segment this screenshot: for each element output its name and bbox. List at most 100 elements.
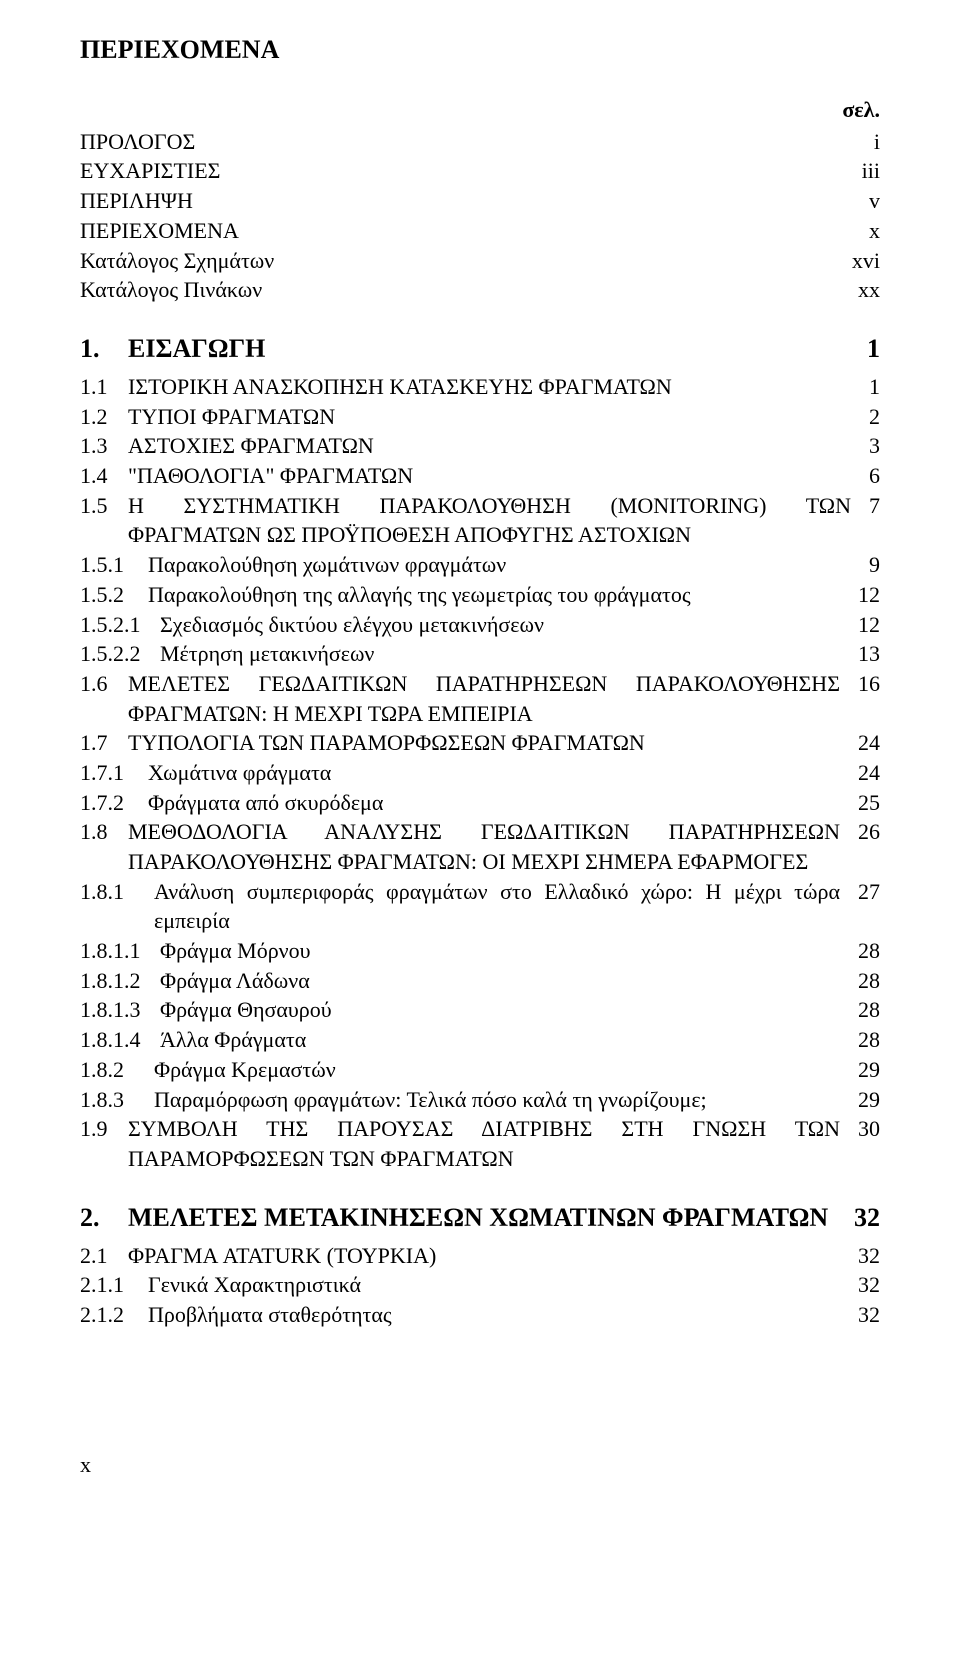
toc-row: 1.5.1Παρακολούθηση χωμάτινων φραγμάτων9 <box>80 550 880 580</box>
toc-text: Παρακολούθηση της αλλαγής της γεωμετρίας… <box>148 580 840 610</box>
toc-number: 1.8.2 <box>80 1055 154 1085</box>
toc-text: ΤΥΠΟΙ ΦΡΑΓΜΑΤΩΝ <box>128 402 851 432</box>
toc-number: 1.9 <box>80 1114 128 1173</box>
toc-text: ΠΡΟΛΟΓΟΣ <box>80 127 856 157</box>
page-column-label: σελ. <box>842 95 880 125</box>
toc-text: ΠΕΡΙΕΧΟΜΕΝΑ <box>80 216 851 246</box>
toc-number: 2.1.2 <box>80 1300 148 1330</box>
toc-number: 1.5.2 <box>80 580 148 610</box>
toc-text: Φράγματα από σκυρόδεμα <box>148 788 840 818</box>
toc-text: ΜΕΛΕΤΕΣ ΓΕΩΔΑΙΤΙΚΩΝ ΠΑΡΑΤΗΡΗΣΕΩΝ ΠΑΡΑΚΟΛ… <box>128 669 840 728</box>
toc-page: xx <box>840 275 880 305</box>
toc-number: 1.7.2 <box>80 788 148 818</box>
toc-number: 1.8 <box>80 817 128 876</box>
toc-number: 1.5 <box>80 491 128 550</box>
toc-row: 2.1.1Γενικά Χαρακτηριστικά32 <box>80 1270 880 1300</box>
toc-row: 1.2ΤΥΠΟΙ ΦΡΑΓΜΑΤΩΝ2 <box>80 402 880 432</box>
toc-number: 1.3 <box>80 431 128 461</box>
toc-row: 1.7.2Φράγματα από σκυρόδεμα25 <box>80 788 880 818</box>
toc-number: 1.6 <box>80 669 128 728</box>
toc-row: 1.8.3Παραμόρφωση φραγμάτων: Τελικά πόσο … <box>80 1085 880 1115</box>
toc-text: Άλλα Φράγματα <box>160 1025 840 1055</box>
toc-row: 2.1.2Προβλήματα σταθερότητας32 <box>80 1300 880 1330</box>
toc-page: 32 <box>840 1270 880 1300</box>
toc-row: 1.7.1Χωμάτινα φράγματα24 <box>80 758 880 788</box>
page-number-footer: x <box>80 1450 880 1480</box>
toc-page: xvi <box>834 246 880 276</box>
toc-row: Κατάλογος Πινάκωνxx <box>80 275 880 305</box>
toc-page: 12 <box>840 610 880 640</box>
toc-page: 24 <box>840 758 880 788</box>
toc-row: 1.1ΙΣΤΟΡΙΚΗ ΑΝΑΣΚΟΠΗΣΗ ΚΑΤΑΣΚΕΥΗΣ ΦΡΑΓΜΑ… <box>80 372 880 402</box>
toc-number: 1.4 <box>80 461 128 491</box>
toc-text: Κατάλογος Πινάκων <box>80 275 840 305</box>
toc-text: Μέτρηση μετακινήσεων <box>160 639 840 669</box>
toc-number: 2.1.1 <box>80 1270 148 1300</box>
toc-number: 1.8.3 <box>80 1085 154 1115</box>
toc-row: 1.5.2.1Σχεδιασμός δικτύου ελέγχου μετακι… <box>80 610 880 640</box>
toc-page: 30 <box>840 1114 880 1144</box>
toc-text: ΜΕΘΟΔΟΛΟΓΙΑ ΑΝΑΛΥΣΗΣ ΓΕΩΔΑΙΤΙΚΩΝ ΠΑΡΑΤΗΡ… <box>128 817 840 876</box>
toc-text: Γενικά Χαρακτηριστικά <box>148 1270 840 1300</box>
toc-text: ΣΥΜΒΟΛΗ ΤΗΣ ΠΑΡΟΥΣΑΣ ΔΙΑΤΡΙΒΗΣ ΣΤΗ ΓΝΩΣΗ… <box>128 1114 840 1173</box>
toc-text: ΑΣΤΟΧΙΕΣ ΦΡΑΓΜΑΤΩΝ <box>128 431 851 461</box>
toc-text: Η ΣΥΣΤΗΜΑΤΙΚΗ ΠΑΡΑΚΟΛΟΥΘΗΣΗ (MONITORING)… <box>128 491 851 550</box>
toc-row: 1.7ΤΥΠΟΛΟΓΙΑ ΤΩΝ ΠΑΡΑΜΟΡΦΩΣΕΩΝ ΦΡΑΓΜΑΤΩΝ… <box>80 728 880 758</box>
toc-page: 29 <box>840 1055 880 1085</box>
toc-page: x <box>851 216 880 246</box>
toc-page: 24 <box>840 728 880 758</box>
toc-row: 1.4"ΠΑΘΟΛΟΓΙΑ" ΦΡΑΓΜΑΤΩΝ6 <box>80 461 880 491</box>
toc-page: 13 <box>840 639 880 669</box>
toc-text: Φράγμα Λάδωνα <box>160 966 840 996</box>
toc-row: ΠΡΟΛΟΓΟΣi <box>80 127 880 157</box>
toc-page: 32 <box>840 1300 880 1330</box>
toc-text: ΦΡΑΓΜΑ ATATURK (ΤΟΥΡΚΙΑ) <box>128 1241 840 1271</box>
toc-row: 1.8.2Φράγμα Κρεμαστών29 <box>80 1055 880 1085</box>
toc-row: 1.5.2.2Μέτρηση μετακινήσεων13 <box>80 639 880 669</box>
toc-page: 6 <box>851 461 880 491</box>
toc-row: 1.8ΜΕΘΟΔΟΛΟΓΙΑ ΑΝΑΛΥΣΗΣ ΓΕΩΔΑΙΤΙΚΩΝ ΠΑΡΑ… <box>80 817 880 876</box>
toc-page: iii <box>844 156 880 186</box>
toc-text: Φράγμα Θησαυρού <box>160 995 840 1025</box>
toc-number: 1.8.1.3 <box>80 995 160 1025</box>
toc-row: 1.8.1.4Άλλα Φράγματα28 <box>80 1025 880 1055</box>
toc-page: 26 <box>840 817 880 847</box>
toc-row: 1.6ΜΕΛΕΤΕΣ ΓΕΩΔΑΙΤΙΚΩΝ ΠΑΡΑΤΗΡΗΣΕΩΝ ΠΑΡΑ… <box>80 669 880 728</box>
section-number: 1. <box>80 331 128 366</box>
toc-text: Ανάλυση συμπεριφοράς φραγμάτων στο Ελλαδ… <box>154 877 840 936</box>
toc-row: ΕΥΧΑΡΙΣΤΙΕΣiii <box>80 156 880 186</box>
toc-row: 1.8.1.2Φράγμα Λάδωνα28 <box>80 966 880 996</box>
toc-row: 1.9ΣΥΜΒΟΛΗ ΤΗΣ ΠΑΡΟΥΣΑΣ ΔΙΑΤΡΙΒΗΣ ΣΤΗ ΓΝ… <box>80 1114 880 1173</box>
toc-text: Κατάλογος Σχημάτων <box>80 246 834 276</box>
toc-row: 2.1ΦΡΑΓΜΑ ATATURK (ΤΟΥΡΚΙΑ)32 <box>80 1241 880 1271</box>
toc-row: 1.8.1Ανάλυση συμπεριφοράς φραγμάτων στο … <box>80 877 880 936</box>
toc-page: 28 <box>840 966 880 996</box>
section-page: 32 <box>836 1200 880 1235</box>
section-number: 2. <box>80 1200 128 1235</box>
toc-page: 32 <box>840 1241 880 1271</box>
toc-page: 25 <box>840 788 880 818</box>
toc-row: 1.5Η ΣΥΣΤΗΜΑΤΙΚΗ ΠΑΡΑΚΟΛΟΥΘΗΣΗ (MONITORI… <box>80 491 880 550</box>
toc-row: 1.8.1.3Φράγμα Θησαυρού28 <box>80 995 880 1025</box>
section-heading: 1.ΕΙΣΑΓΩΓΗ 1 <box>80 331 880 366</box>
toc-page: 28 <box>840 995 880 1025</box>
toc-text: ΠΕΡΙΛΗΨΗ <box>80 186 851 216</box>
toc-number: 1.7 <box>80 728 128 758</box>
toc-number: 1.1 <box>80 372 128 402</box>
toc-number: 1.5.2.2 <box>80 639 160 669</box>
toc-number: 1.5.2.1 <box>80 610 160 640</box>
toc-number: 1.8.1 <box>80 877 154 936</box>
section-title: ΜΕΛΕΤΕΣ ΜΕΤΑΚΙΝΗΣΕΩΝ ΧΩΜΑΤΙΝΩΝ ΦΡΑΓΜΑΤΩΝ <box>128 1200 836 1235</box>
toc-text: ΙΣΤΟΡΙΚΗ ΑΝΑΣΚΟΠΗΣΗ ΚΑΤΑΣΚΕΥΗΣ ΦΡΑΓΜΑΤΩΝ <box>128 372 851 402</box>
toc-text: ΤΥΠΟΛΟΓΙΑ ΤΩΝ ΠΑΡΑΜΟΡΦΩΣΕΩΝ ΦΡΑΓΜΑΤΩΝ <box>128 728 840 758</box>
toc-page: 16 <box>840 669 880 699</box>
toc-number: 1.5.1 <box>80 550 148 580</box>
toc-number: 2.1 <box>80 1241 128 1271</box>
toc-text: Παραμόρφωση φραγμάτων: Τελικά πόσο καλά … <box>154 1085 840 1115</box>
toc-page: 9 <box>851 550 880 580</box>
section-page: 1 <box>849 331 880 366</box>
toc-number: 1.2 <box>80 402 128 432</box>
toc-text: Χωμάτινα φράγματα <box>148 758 840 788</box>
toc-text: Παρακολούθηση χωμάτινων φραγμάτων <box>148 550 851 580</box>
toc-row: ΠΕΡΙΛΗΨΗv <box>80 186 880 216</box>
